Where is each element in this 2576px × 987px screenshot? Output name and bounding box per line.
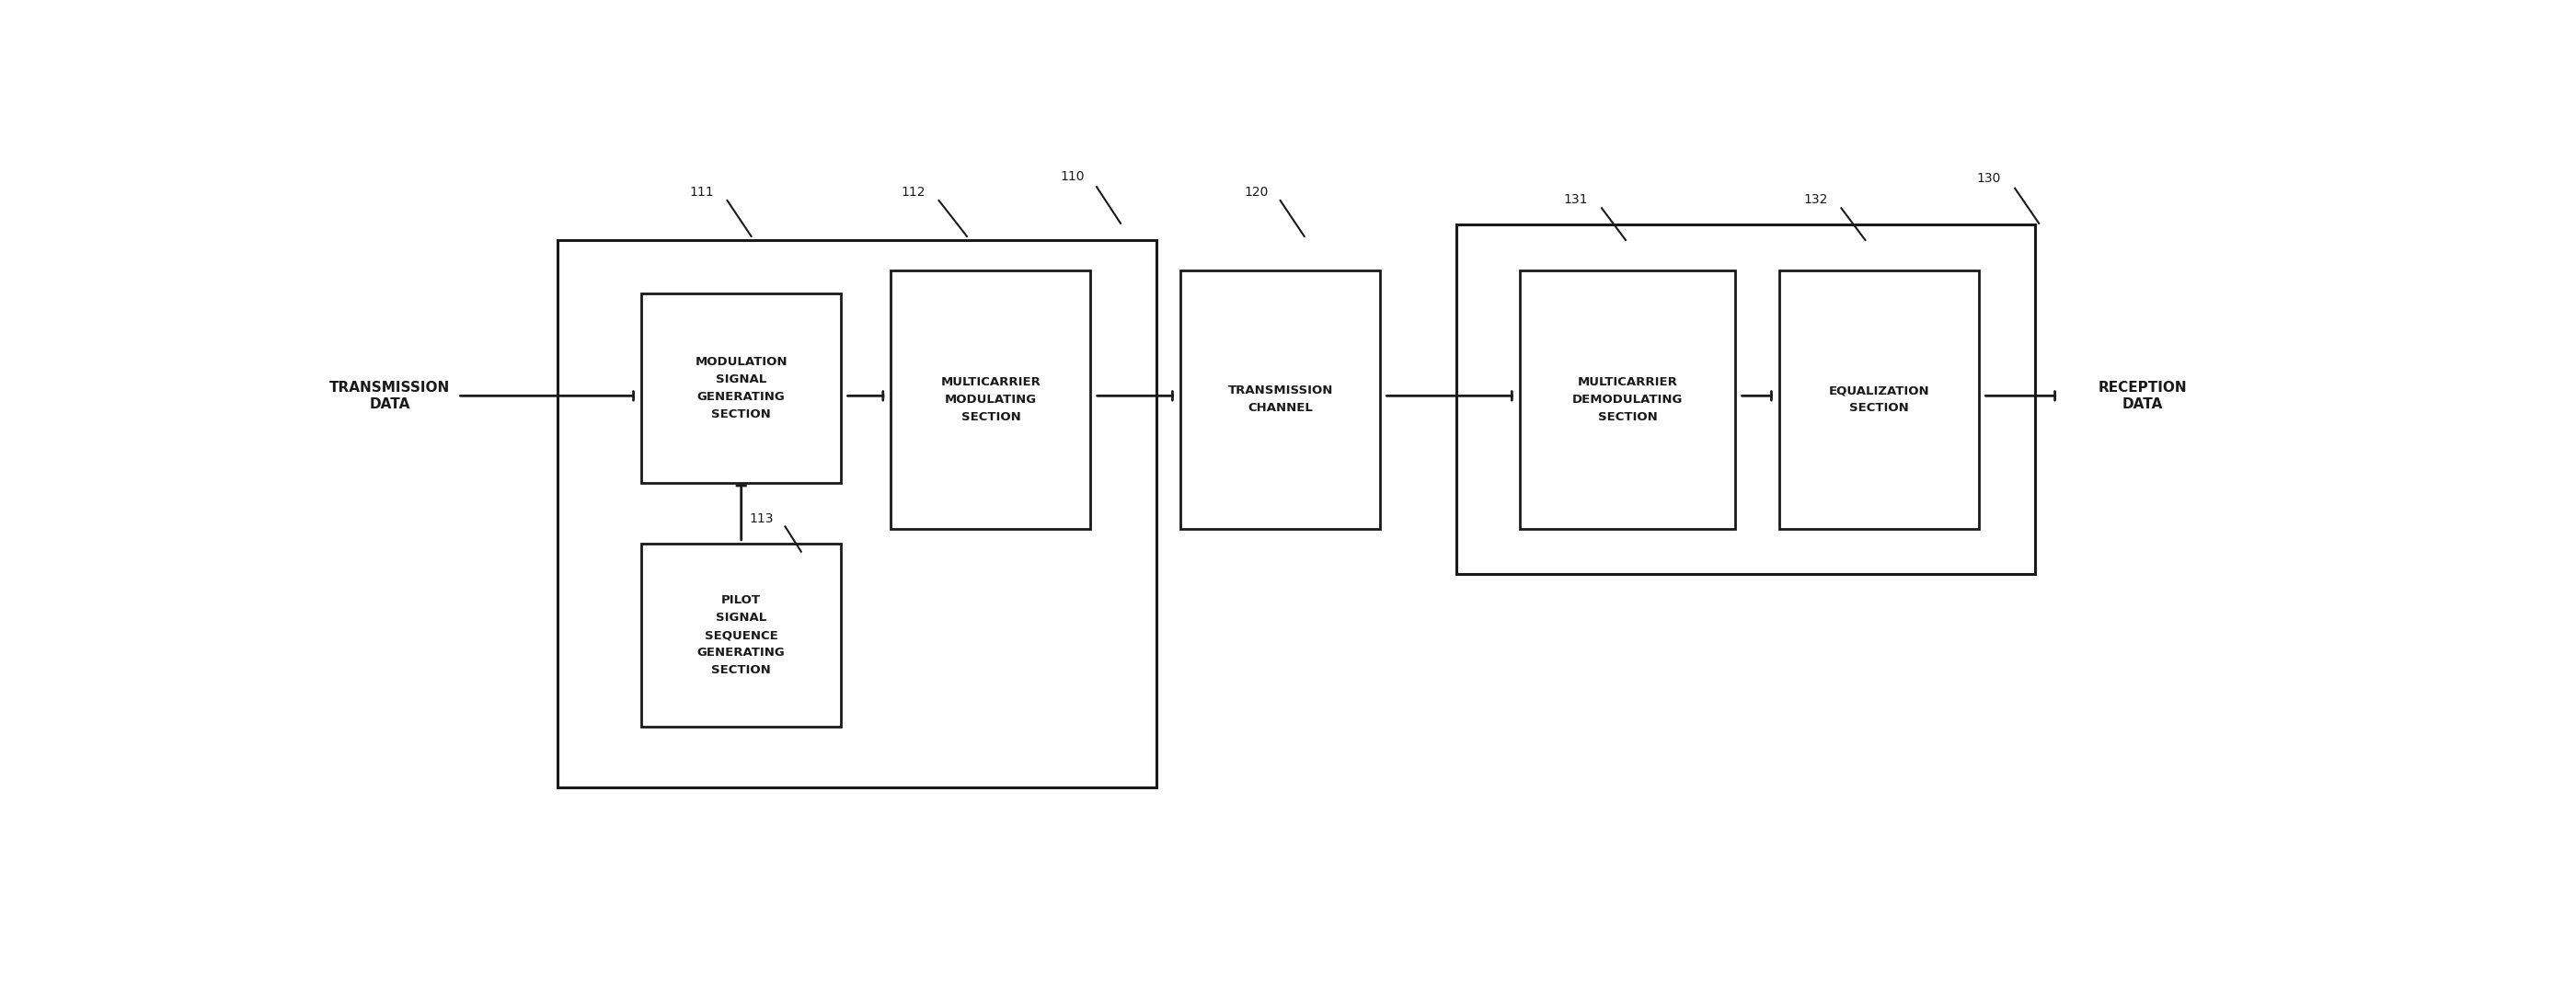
Text: 110: 110: [1061, 170, 1084, 183]
Text: TRANSMISSION
CHANNEL: TRANSMISSION CHANNEL: [1229, 385, 1332, 415]
Bar: [1455, 225, 2035, 574]
Bar: [1780, 270, 1978, 529]
Text: 132: 132: [1803, 193, 1826, 206]
Text: MULTICARRIER
DEMODULATING
SECTION: MULTICARRIER DEMODULATING SECTION: [1571, 376, 1682, 423]
Bar: [1520, 270, 1736, 529]
Bar: [1180, 270, 1381, 529]
Text: 113: 113: [750, 512, 773, 525]
Bar: [641, 293, 840, 484]
Text: 111: 111: [688, 186, 714, 198]
Bar: [641, 544, 840, 726]
Text: MULTICARRIER
MODULATING
SECTION: MULTICARRIER MODULATING SECTION: [940, 376, 1041, 423]
Bar: [891, 270, 1090, 529]
Text: 131: 131: [1564, 193, 1587, 206]
Text: PILOT
SIGNAL
SEQUENCE
GENERATING
SECTION: PILOT SIGNAL SEQUENCE GENERATING SECTION: [698, 594, 786, 676]
Text: TRANSMISSION
DATA: TRANSMISSION DATA: [330, 381, 451, 411]
Text: RECEPTION
DATA: RECEPTION DATA: [2099, 381, 2187, 411]
Bar: [556, 240, 1157, 788]
Text: 112: 112: [902, 186, 925, 198]
Text: 130: 130: [1976, 173, 2002, 186]
Text: MODULATION
SIGNAL
GENERATING
SECTION: MODULATION SIGNAL GENERATING SECTION: [696, 356, 788, 420]
Text: 120: 120: [1244, 186, 1267, 198]
Text: EQUALIZATION
SECTION: EQUALIZATION SECTION: [1829, 385, 1929, 415]
